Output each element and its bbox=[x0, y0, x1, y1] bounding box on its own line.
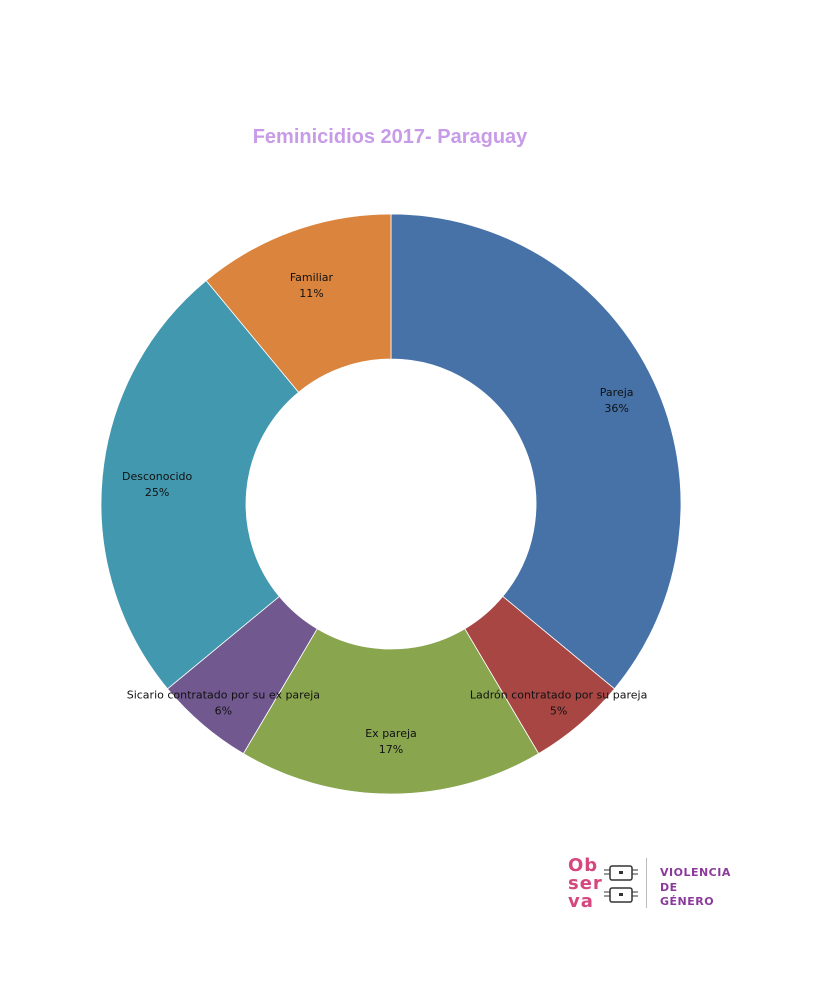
slice-label-2: Ex pareja bbox=[365, 727, 417, 740]
chart-title: Feminicidios 2017- Paraguay bbox=[252, 126, 528, 148]
slice-label-4: Desconocido bbox=[122, 470, 193, 483]
slice-percent-3: 6% bbox=[215, 704, 232, 717]
donut-slice-0 bbox=[390, 213, 682, 690]
document-chips-icon bbox=[604, 865, 638, 903]
donut-slice-5 bbox=[205, 213, 392, 393]
logo-tagline-line-3: GÉNERO bbox=[660, 895, 715, 908]
donut-slice-2 bbox=[242, 628, 540, 795]
slice-percent-4: 25% bbox=[145, 486, 169, 499]
logo-word-line-3: va bbox=[568, 891, 594, 912]
logo-tagline: VIOLENCIA DE GÉNERO bbox=[660, 866, 731, 910]
slice-percent-1: 5% bbox=[550, 704, 567, 717]
slice-label-1: Ladrón contratado por su pareja bbox=[470, 688, 647, 701]
observa-logo: Ob ser va VIOLENCIA DE GÉNERO bbox=[566, 856, 736, 912]
slice-label-3: Sicario contratado por su ex pareja bbox=[127, 688, 320, 701]
logo-tagline-line-1: VIOLENCIA bbox=[660, 866, 731, 879]
slice-label-0: Pareja bbox=[600, 386, 634, 399]
logo-divider bbox=[646, 858, 647, 908]
slice-percent-5: 11% bbox=[299, 287, 323, 300]
logo-word-line-1: Ob bbox=[568, 855, 599, 876]
slice-label-5: Familiar bbox=[290, 271, 334, 284]
logo-tagline-line-2: DE bbox=[660, 880, 678, 894]
donut-slice-4 bbox=[100, 279, 300, 690]
slice-percent-0: 36% bbox=[604, 402, 628, 415]
slice-percent-2: 17% bbox=[379, 743, 403, 756]
logo-word-line-2: ser bbox=[568, 873, 603, 894]
